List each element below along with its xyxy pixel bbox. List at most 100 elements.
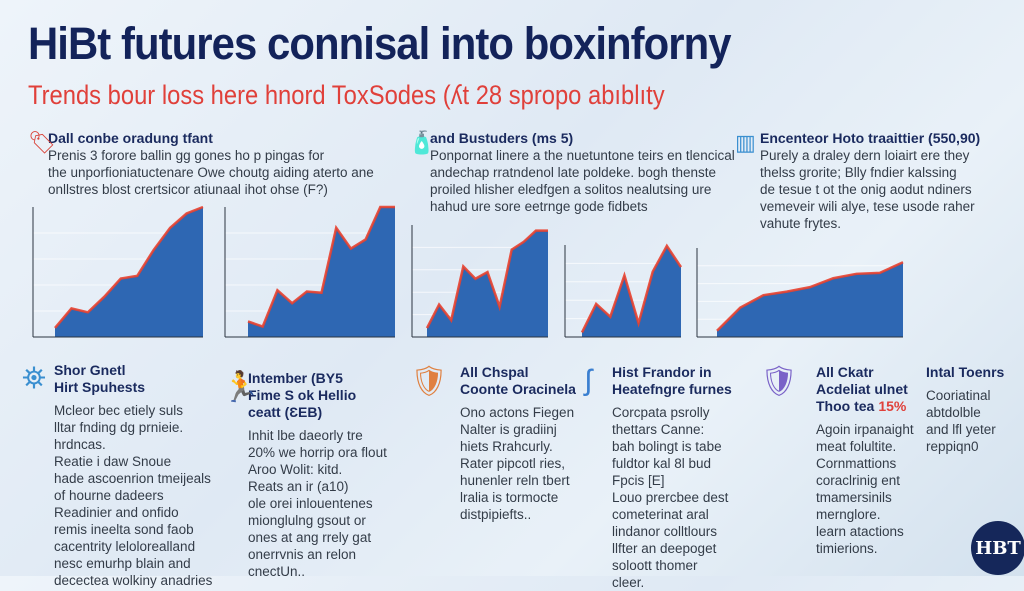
block-text: Fpcis [E] bbox=[612, 472, 732, 489]
block-heading: Fime S ok Hellio bbox=[248, 387, 387, 404]
hbt-logo: HBT bbox=[971, 521, 1024, 575]
page-subtitle: Trends bour loss here hnord ToxSodes (ʎt… bbox=[28, 80, 665, 111]
block-text: and lfl yeter bbox=[926, 421, 1004, 438]
block-text: fuldtor kal 8l bud bbox=[612, 455, 732, 472]
block-text: Ponpornat linere a the nuetuntone teirs … bbox=[430, 147, 735, 164]
block-text: hiets Rrahcurly. bbox=[460, 438, 576, 455]
page-title: HiBt futures connisal into boxinforny bbox=[28, 18, 731, 70]
block-text: Reatie i daw Snoue bbox=[54, 453, 212, 470]
block-text: lltar fnding dg prnieie. bbox=[54, 419, 212, 436]
block-text: bah bolingt is tabe bbox=[612, 438, 732, 455]
block-text: cnectUn.. bbox=[248, 563, 387, 580]
block-text: proiled hlisher eledfgen a solitos nealu… bbox=[430, 181, 735, 198]
block-text: andechap rratndenol late poldeke. bogh t… bbox=[430, 164, 735, 181]
heading-line: Heatefngre furnes bbox=[612, 381, 732, 397]
block-text: mionglulng gsout or bbox=[248, 512, 387, 529]
block-text: learn atactions bbox=[816, 523, 914, 540]
block-text: cometerinat aral bbox=[612, 506, 732, 523]
info-block-top: ▥Encenteor Hoto traaittier (550,90)Purel… bbox=[760, 130, 980, 232]
heading-line: Hirt Spuhests bbox=[54, 379, 145, 395]
block-text: Nalter is gradiinj bbox=[460, 421, 576, 438]
block-text: thettars Canne: bbox=[612, 421, 732, 438]
block-heading: Hist Frandor in bbox=[612, 364, 732, 381]
heading-line: Thoo tea bbox=[816, 398, 874, 414]
heading-line: Intember (BY5 bbox=[248, 370, 343, 386]
block-text: decectea wolkiny anadries bbox=[54, 572, 212, 589]
block-text: reppiqn0 bbox=[926, 438, 1004, 455]
heading-line: All Chspal bbox=[460, 364, 528, 380]
block-text: de tesue t ot the onig aodut ndiners bbox=[760, 181, 980, 198]
area-fill bbox=[427, 231, 548, 337]
block-heading: Acdeliat ulnet bbox=[816, 381, 914, 398]
heading-line: Fime S ok Hellio bbox=[248, 387, 356, 403]
block-text: 20% we horrip ora flout bbox=[248, 444, 387, 461]
block-text: distpipiefts.. bbox=[460, 506, 576, 523]
block-text: hade ascoenrion tmeijeals bbox=[54, 470, 212, 487]
block-text: cleer. bbox=[612, 574, 732, 591]
area-chart bbox=[697, 248, 903, 351]
area-fill bbox=[55, 207, 203, 337]
block-text: Purely a draley dern loiairt ere they bbox=[760, 147, 980, 164]
bottle-icon: 🧴 bbox=[408, 130, 435, 156]
block-text: Prenis 3 forore ballin gg gones ho p pin… bbox=[48, 147, 374, 164]
block-text: meat folultite. bbox=[816, 438, 914, 455]
block-text: timierions. bbox=[816, 540, 914, 557]
block-text: Mcleor bec etiely suls bbox=[54, 402, 212, 419]
heading-line: Coonte Oracinela bbox=[460, 381, 576, 397]
heading-accent: 15% bbox=[878, 398, 906, 414]
area-chart bbox=[33, 207, 203, 351]
shield-gem-icon: 🛡 bbox=[760, 364, 798, 399]
block-heading: and Bustuders (ms 5) bbox=[430, 130, 735, 147]
lighthouse-icon: ⛯ bbox=[22, 362, 46, 396]
block-text: nesc emurhp blain and bbox=[54, 555, 212, 572]
area-chart bbox=[412, 225, 548, 351]
block-text: soloott thomer bbox=[612, 557, 732, 574]
block-text: Agoin irpanaight bbox=[816, 421, 914, 438]
heading-line: Shor Gnetl bbox=[54, 362, 126, 378]
heading-line: Hist Frandor in bbox=[612, 364, 712, 380]
block-text: Inhit lbe daeorly tre bbox=[248, 427, 387, 444]
shield-badge-icon: 🛡 bbox=[410, 364, 448, 399]
block-heading: Heatefngre furnes bbox=[612, 381, 732, 398]
heading-line: Acdeliat ulnet bbox=[816, 381, 908, 397]
heading-line: All Ckatr bbox=[816, 364, 874, 380]
calendar-icon: ▥ bbox=[735, 130, 756, 156]
block-text: llfter an deepoget bbox=[612, 540, 732, 557]
block-text: cacentrity lelolorealland bbox=[54, 538, 212, 555]
block-text: Cornmattions bbox=[816, 455, 914, 472]
gift-tag-icon: 🏷 bbox=[28, 130, 56, 156]
block-text: ones at ang rrely gat bbox=[248, 529, 387, 546]
block-heading: ceatt (ƐEB) bbox=[248, 404, 387, 421]
block-text: Corcpata psrolly bbox=[612, 404, 732, 421]
block-text: Readinier and onfido bbox=[54, 504, 212, 521]
area-chart bbox=[565, 245, 681, 351]
area-fill bbox=[582, 246, 681, 337]
block-heading: Shor Gnetl bbox=[54, 362, 212, 379]
block-text: Reats an ir (a10) bbox=[248, 478, 387, 495]
block-text: tmamersinils bbox=[816, 489, 914, 506]
block-text: Rater pipcotl ries, bbox=[460, 455, 576, 472]
block-heading: Hirt Spuhests bbox=[54, 379, 212, 396]
block-text: Cooriatinal bbox=[926, 387, 1004, 404]
block-heading: Intal Toenrs bbox=[926, 364, 1004, 381]
block-text: Ono actons Fiegen bbox=[460, 404, 576, 421]
block-text: ole orei inlouentenes bbox=[248, 495, 387, 512]
block-heading: Coonte Oracinela bbox=[460, 381, 576, 398]
block-text: remis ineelta sond faob bbox=[54, 521, 212, 538]
block-heading: All Ckatr bbox=[816, 364, 914, 381]
block-text: vemeveir wili alye, tese usode raher bbox=[760, 198, 980, 215]
seahorse-icon: ʃ bbox=[585, 364, 592, 398]
info-block-top: 🧴and Bustuders (ms 5)Ponpornat linere a … bbox=[430, 130, 735, 215]
block-text: thelss grorite; Blly fndier kalssing bbox=[760, 164, 980, 181]
block-text: onllstres blost crertsicor atiunaal ihot… bbox=[48, 181, 374, 198]
block-text: hrdncas. bbox=[54, 436, 212, 453]
heading-line: Intal Toenrs bbox=[926, 364, 1004, 380]
block-text: onerrvnis an relon bbox=[248, 546, 387, 563]
block-text: Aroo Wolit: kitd. bbox=[248, 461, 387, 478]
block-text: hunenler reln tbert bbox=[460, 472, 576, 489]
